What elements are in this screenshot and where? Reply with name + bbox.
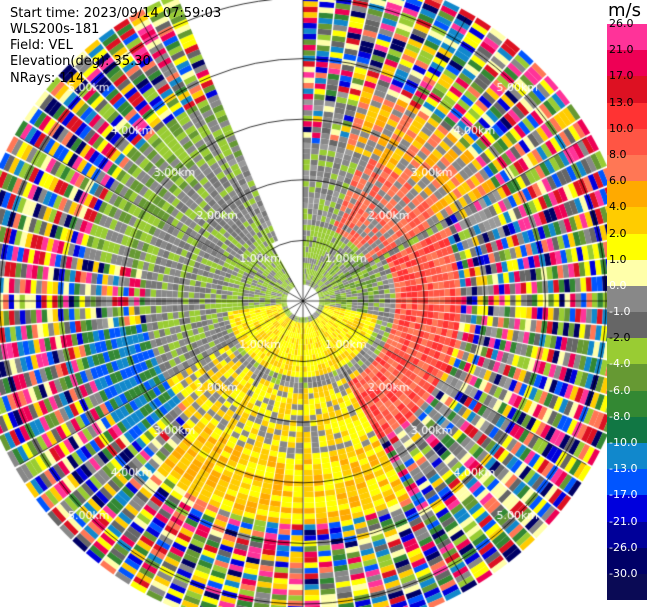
colorbar-cell: 6.0 <box>607 174 647 208</box>
colorbar-cell: -1.0 <box>607 305 647 339</box>
colorbar-cell: 10.0 <box>607 122 647 155</box>
colorbar-tick-label: -21.0 <box>609 514 638 528</box>
colorbar-tick-label: -13.0 <box>609 462 638 476</box>
instrument-label: WLS200s-181 <box>10 22 100 37</box>
colorbar-cell: 26.0 <box>607 17 647 51</box>
colorbar-cell: 2.0 <box>607 227 647 260</box>
nrays-label: NRays: 114 <box>10 71 85 86</box>
colorbar-tick-label: 21.0 <box>609 43 634 57</box>
start-time-label: Start time: 2023/09/14 07:59:03 <box>10 6 222 21</box>
colorbar-cell: -6.0 <box>607 384 647 417</box>
colorbar-tick-label: 4.0 <box>609 200 627 214</box>
colorbar-cell: -30.0 <box>607 567 647 601</box>
colorbar-tick-label: -4.0 <box>609 357 631 371</box>
colorbar-tick-label: 10.0 <box>609 121 634 135</box>
colorbar-tick-label: 26.0 <box>609 17 634 30</box>
colorbar-cell: 0.0 <box>607 279 647 313</box>
colorbar-tick-label: -1.0 <box>609 305 631 319</box>
ppi-plot <box>0 0 607 607</box>
colorbar: 26.0 21.0 17.0 13.0 10.0 8.0 6.0 4.0 2.0 1.0 0.0 -1… <box>607 17 647 601</box>
colorbar-cell: -10.0 <box>607 436 647 470</box>
colorbar-cell: -8.0 <box>607 410 647 443</box>
colorbar-tick-label: 2.0 <box>609 226 627 240</box>
colorbar-cell: -26.0 <box>607 541 647 574</box>
colorbar-tick-label: -17.0 <box>609 488 638 502</box>
colorbar-tick-label: -10.0 <box>609 436 638 449</box>
colorbar-tick-label: 8.0 <box>609 147 627 161</box>
colorbar-tick-label: 17.0 <box>609 69 634 83</box>
colorbar-tick-label: -2.0 <box>609 331 631 345</box>
colorbar-tick-label: -8.0 <box>609 409 631 423</box>
colorbar-cell: -2.0 <box>607 331 647 365</box>
colorbar-cell: 8.0 <box>607 148 647 182</box>
colorbar-tick-label: 1.0 <box>609 252 627 266</box>
colorbar-tick-label: 0.0 <box>609 278 627 292</box>
colorbar-cell: -13.0 <box>607 462 647 496</box>
colorbar-tick-label: -30.0 <box>609 566 638 580</box>
field-label: Field: VEL <box>10 38 73 53</box>
colorbar-cell: 4.0 <box>607 200 647 234</box>
colorbar-cell: -21.0 <box>607 515 647 548</box>
elevation-label: Elevation(deg): 35.30 <box>10 54 151 69</box>
colorbar-tick-label: 13.0 <box>609 95 634 109</box>
colorbar-cell: -17.0 <box>607 488 647 522</box>
colorbar-cell: 21.0 <box>607 43 647 77</box>
colorbar-unit: m/s <box>608 0 641 21</box>
colorbar-cell: 17.0 <box>607 69 647 103</box>
colorbar-cell: 1.0 <box>607 253 647 286</box>
colorbar-cell: 13.0 <box>607 96 647 129</box>
colorbar-tick-label: 6.0 <box>609 174 627 188</box>
colorbar-cell: -4.0 <box>607 357 647 391</box>
colorbar-tick-label: -26.0 <box>609 540 638 554</box>
colorbar-tick-label: -6.0 <box>609 383 631 397</box>
